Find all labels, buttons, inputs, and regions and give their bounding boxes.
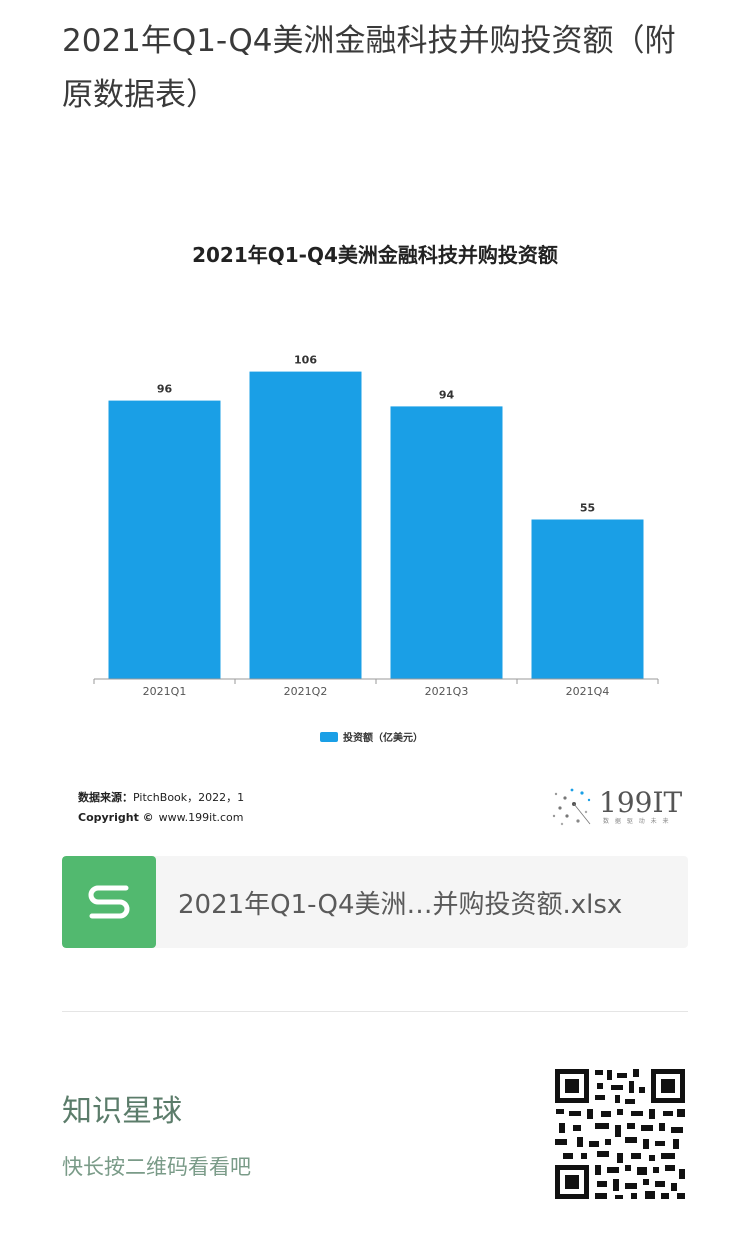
- qr-code-icon[interactable]: [553, 1067, 687, 1201]
- legend-swatch: [320, 732, 338, 742]
- bar-2021Q4: [531, 519, 644, 679]
- logo-text: 199IT: [599, 786, 683, 819]
- x-tick-label: 2021Q1: [143, 685, 187, 698]
- divider: [62, 1011, 688, 1012]
- copyright-label: Copyright ©: [78, 811, 154, 824]
- attachment-file-name: 2021年Q1-Q4美洲…并购投资额.xlsx: [178, 889, 623, 920]
- logo-tagline: 数 据 驱 动 未 来: [603, 817, 671, 825]
- knowledge-planet-title: 知识星球: [62, 1094, 182, 1129]
- x-tick-label: 2021Q2: [284, 685, 328, 698]
- x-tick-label: 2021Q3: [425, 685, 469, 698]
- svg-text:Copyright ©www.199it.com: Copyright © www.199it.com: [78, 811, 244, 824]
- bar-2021Q3: [390, 406, 503, 679]
- bar-value-label: 106: [294, 354, 317, 367]
- chart-card: 2021年Q1-Q4美洲金融科技并购投资额 96 106 94 55 2021Q1 20…: [62, 220, 688, 840]
- bar-value-label: 94: [439, 388, 455, 401]
- copyright-text: www.199it.com: [159, 811, 244, 824]
- bars-group: 96 106 94 55: [108, 354, 644, 679]
- source-note: 数据来源：PitchBook，2022，1 Copyright © www.199…: [78, 790, 244, 824]
- source-text: PitchBook，2022，1: [133, 791, 244, 804]
- knowledge-planet-subtitle: 快长按二维码看看吧: [62, 1155, 251, 1179]
- 199it-logo: 199IT 数 据 驱 动 未 来: [552, 786, 683, 826]
- bar-value-label: 55: [580, 502, 595, 515]
- legend-label: 投资额（亿美元）: [343, 731, 423, 744]
- bar-2021Q2: [249, 371, 362, 679]
- source-label: 数据来源：: [78, 790, 133, 804]
- chart-title: 2021年Q1-Q4美洲金融科技并购投资额: [192, 243, 558, 267]
- x-tick-label: 2021Q4: [566, 685, 610, 698]
- dandelion-icon: [552, 788, 591, 826]
- attachment-card[interactable]: 2021年Q1-Q4美洲…并购投资额.xlsx: [62, 856, 688, 948]
- spreadsheet-icon: [62, 856, 156, 948]
- svg-text:数据来源：PitchBook，2022，1: 数据来源：PitchBook，2022，1: [78, 790, 244, 804]
- page-title: 2021年Q1-Q4美洲金融科技并购投资额（附原数据表）: [62, 23, 676, 113]
- bar-value-label: 96: [157, 383, 173, 396]
- bar-2021Q1: [108, 400, 221, 679]
- legend: 投资额（亿美元）: [320, 731, 423, 744]
- ticks-group: 2021Q1 2021Q2 2021Q3 2021Q4: [93, 679, 659, 698]
